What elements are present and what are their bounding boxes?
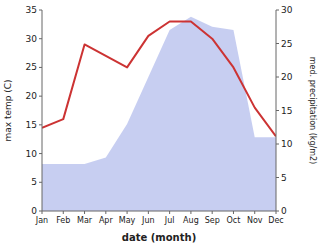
y-tick-label: 30: [26, 34, 38, 44]
y-tick-label: 10: [26, 149, 38, 159]
y-tick: [39, 153, 42, 154]
x-tick-label: Apr: [99, 216, 114, 225]
x-tick-label: Mar: [77, 216, 93, 225]
x-tick-label: Dec: [268, 216, 283, 225]
plot-area: [42, 17, 276, 211]
x-tick-label: Oct: [227, 216, 241, 225]
x-tick: [233, 211, 234, 214]
y-tick: [39, 96, 42, 97]
y2-axis-title: med. precipitation (kg/m2): [308, 57, 317, 164]
x-tick: [127, 211, 128, 214]
y-tick: [39, 38, 42, 39]
x-tick-label: Feb: [56, 216, 70, 225]
x-tick: [276, 211, 277, 214]
y2-tick-label: 15: [281, 106, 292, 116]
y2-tick: [276, 43, 279, 44]
axes: 0 5 10 15 20 25 30 35 0 5 10 15 20 25 30 Jan Feb Mar Apr Ma…: [26, 5, 293, 225]
y-tick-label: 0: [31, 206, 37, 216]
y2-tick: [276, 10, 279, 11]
y2-tick-label: 20: [281, 72, 293, 82]
x-tick: [105, 211, 106, 214]
y-tick-label: 5: [31, 177, 37, 187]
x-tick: [63, 211, 64, 214]
y2-tick-label: 30: [281, 5, 293, 15]
y-tick-label: 25: [26, 62, 37, 72]
x-tick: [254, 211, 255, 214]
x-tick-label: Nov: [247, 216, 263, 225]
y-tick: [39, 124, 42, 125]
y-tick: [39, 67, 42, 68]
y-tick-label: 35: [26, 5, 37, 15]
temp-line: [42, 21, 276, 136]
x-axis-title: date (month): [122, 232, 196, 243]
x-tick-label: Jul: [164, 216, 175, 225]
x-tick: [148, 211, 149, 214]
y2-tick-label: 5: [281, 173, 287, 183]
x-tick-label: May: [119, 216, 136, 225]
y-axis-title: max temp (C): [3, 79, 13, 141]
y-tick-label: 15: [26, 120, 37, 130]
x-tick: [190, 211, 191, 214]
y2-tick-label: 10: [281, 139, 293, 149]
y-tick: [39, 10, 42, 11]
x-tick: [42, 211, 43, 214]
x-axis-line: [42, 211, 276, 212]
y2-tick-label: 0: [281, 206, 287, 216]
y-tick-label: 20: [26, 91, 38, 101]
x-tick: [84, 211, 85, 214]
chart: 0 5 10 15 20 25 30 35 0 5 10 15 20 25 30 Jan Feb Mar Apr Ma…: [0, 0, 318, 247]
y2-tick-label: 25: [281, 39, 292, 49]
x-tick-label: Sep: [205, 216, 220, 225]
y2-tick: [276, 110, 279, 111]
x-tick-label: Jun: [141, 216, 155, 225]
y2-tick: [276, 77, 279, 78]
y2-tick: [276, 177, 279, 178]
x-tick-label: Jan: [35, 216, 48, 225]
y-axis-line: [42, 10, 43, 211]
y2-tick: [276, 144, 279, 145]
x-tick: [212, 211, 213, 214]
x-tick: [169, 211, 170, 214]
precip-area: [42, 17, 276, 211]
y-tick: [39, 182, 42, 183]
x-tick-label: Aug: [183, 216, 199, 225]
